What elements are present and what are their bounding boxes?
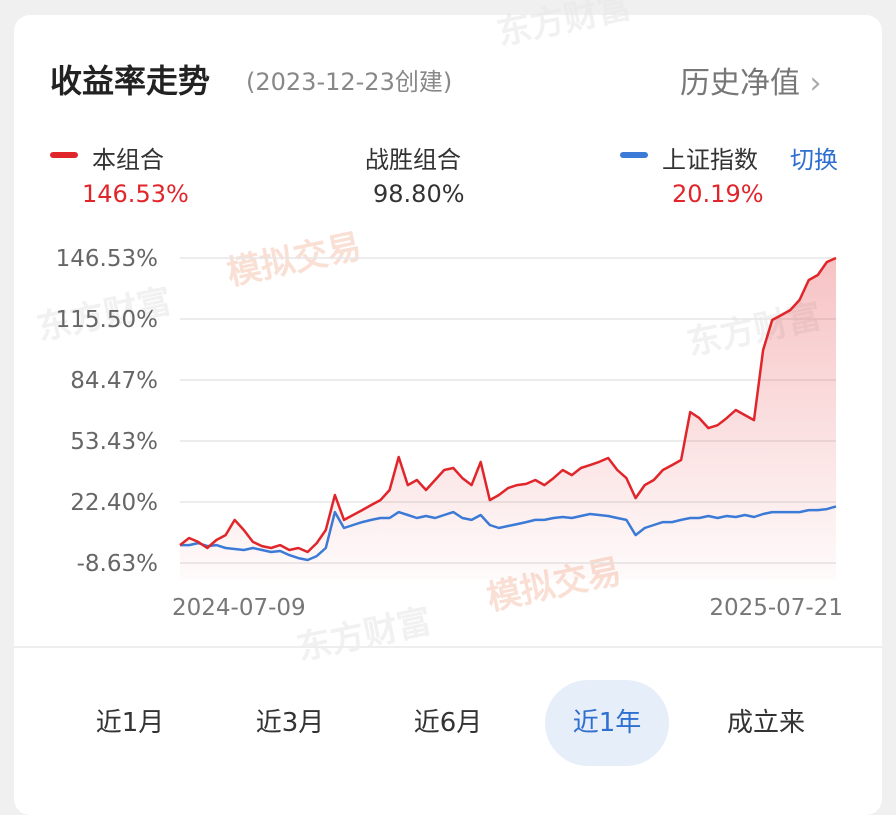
switch-button[interactable]: 切换 [790, 146, 838, 174]
y-tick-label: -8.63% [77, 551, 158, 577]
beat-value: 98.80% [373, 180, 465, 208]
page: 收益率走势 (2023-12-23创建) 历史净值 › 本组合 146.53% … [14, 0, 882, 815]
watermark: 模拟交易 [224, 226, 365, 293]
legend-swatch [620, 152, 648, 158]
y-tick-label: 115.50% [56, 307, 158, 333]
legend-label: 本组合 [92, 146, 164, 174]
chevron: › [809, 66, 822, 101]
history-link[interactable]: 历史净值 › [680, 58, 822, 102]
legend-swatch [50, 152, 78, 158]
y-tick-label: 84.47% [70, 368, 158, 394]
period-tab[interactable]: 近6月 [413, 708, 483, 738]
y-tick-label: 53.43% [70, 429, 158, 455]
subtitle: (2023-12-23创建) [246, 68, 453, 96]
watermark: 东方财富 [294, 601, 435, 668]
period-tab[interactable]: 近1月 [95, 708, 165, 738]
area-fill [180, 258, 836, 580]
watermark: 东方财富 [494, 0, 635, 54]
x-tick-label: 2025-07-21 [709, 595, 843, 621]
portfolio-return: 146.53% [82, 180, 189, 208]
beat-label: 战胜组合 [365, 146, 461, 174]
legend-label: 上证指数 [662, 146, 758, 174]
series-line [180, 505, 837, 562]
series-line [179, 256, 837, 554]
history-link-text: 历史净值 [680, 66, 800, 101]
y-tick-label: 22.40% [70, 490, 158, 516]
x-tick-label: 2024-07-09 [172, 595, 306, 621]
period-tab[interactable]: 近3月 [255, 708, 325, 738]
period-tab[interactable]: 成立来 [726, 708, 805, 738]
index-return: 20.19% [672, 180, 764, 208]
period-tab[interactable]: 近1年 [545, 680, 669, 766]
title: 收益率走势 [50, 62, 211, 100]
y-tick-label: 146.53% [56, 246, 158, 272]
